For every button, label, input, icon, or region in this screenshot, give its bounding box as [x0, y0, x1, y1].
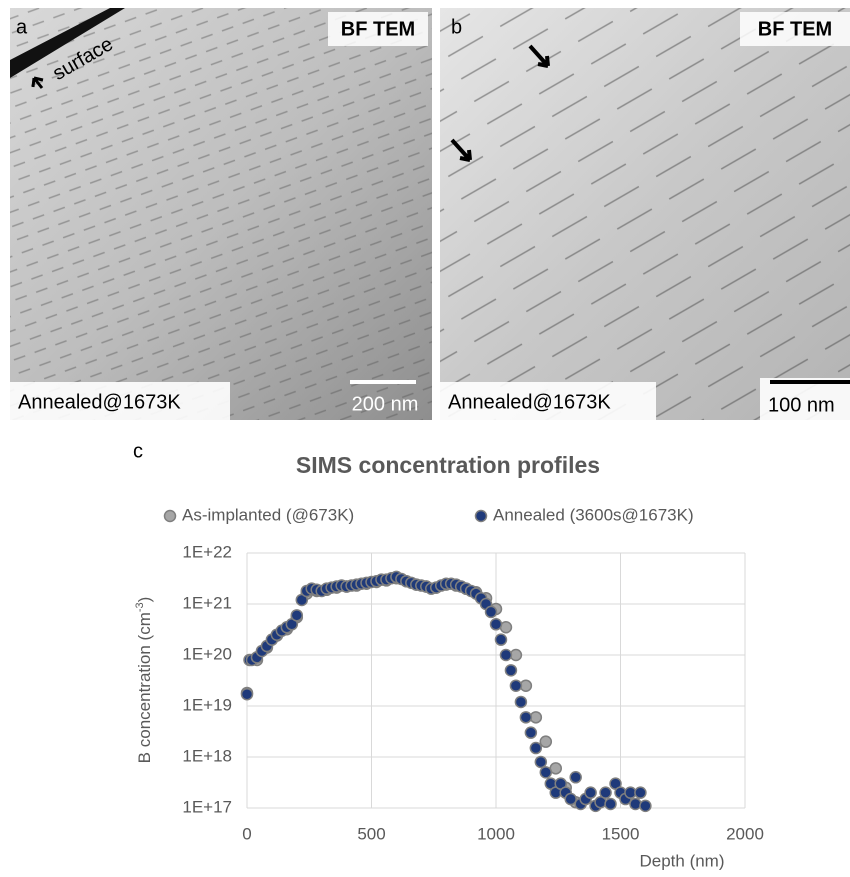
- panel-a: a BF TEM surface Annealed@1673K 200 nm: [10, 8, 432, 420]
- legend-marker: [165, 511, 176, 522]
- legend-label: Annealed (3600s@1673K): [493, 505, 694, 524]
- point: [525, 727, 536, 738]
- point: [291, 610, 302, 621]
- chart: c SIMS concentration profiles Depth (nm)…: [133, 440, 764, 870]
- mode-label: BF TEM: [341, 18, 415, 40]
- point: [505, 665, 516, 676]
- series: [242, 571, 651, 811]
- x-axis-label: Depth (nm): [639, 851, 724, 870]
- y-tick-label: 1E+21: [182, 593, 232, 612]
- point: [570, 772, 581, 783]
- point: [540, 767, 551, 778]
- y-axis-label-end: ): [135, 597, 154, 603]
- point: [486, 606, 497, 617]
- point: [600, 787, 611, 798]
- y-tick-label: 1E+19: [182, 695, 232, 714]
- page: a BF TEM surface Annealed@1673K 200 nm b…: [0, 0, 850, 877]
- legend-label: As-implanted (@673K): [182, 505, 354, 524]
- condition-label: Annealed@1673K: [448, 391, 611, 413]
- point: [640, 800, 651, 811]
- x-tick-label: 500: [357, 824, 385, 843]
- mode-label: BF TEM: [758, 18, 832, 40]
- point: [495, 634, 506, 645]
- chart-title: SIMS concentration profiles: [296, 452, 600, 478]
- scale-label: 200 nm: [352, 393, 419, 415]
- panel-b: b BF TEM Annealed@1673K 100 nm: [440, 8, 850, 420]
- panel-letter: b: [451, 16, 462, 38]
- legend-marker: [476, 511, 487, 522]
- x-tick-label: 1500: [602, 824, 640, 843]
- panel-letter: c: [133, 440, 143, 462]
- point: [630, 798, 641, 809]
- y-axis-label-main: B concentration (cm: [135, 612, 154, 763]
- point: [530, 743, 541, 754]
- y-axis-label-sup: -3: [134, 602, 146, 612]
- point: [491, 619, 502, 630]
- point: [635, 787, 646, 798]
- panel-letter: a: [16, 16, 28, 38]
- y-tick-label: 1E+20: [182, 644, 232, 663]
- point: [520, 712, 531, 723]
- point: [500, 650, 511, 661]
- y-tick-label: 1E+22: [182, 542, 232, 561]
- point: [515, 696, 526, 707]
- point: [242, 689, 253, 700]
- y-axis-label: B concentration (cm-3): [134, 597, 155, 764]
- series: [242, 573, 582, 808]
- x-tick-label: 0: [242, 824, 251, 843]
- y-tick-label: 1E+17: [182, 797, 232, 816]
- x-tick-label: 1000: [477, 824, 515, 843]
- x-tick-label: 2000: [726, 824, 764, 843]
- point: [535, 756, 546, 767]
- tem-texture: [440, 8, 850, 420]
- figure: a BF TEM surface Annealed@1673K 200 nm b…: [0, 0, 850, 877]
- point: [605, 798, 616, 809]
- point: [510, 680, 521, 691]
- point: [585, 787, 596, 798]
- scale-label: 100 nm: [768, 394, 835, 416]
- condition-label: Annealed@1673K: [18, 391, 181, 413]
- y-tick-label: 1E+18: [182, 746, 232, 765]
- point: [540, 736, 551, 747]
